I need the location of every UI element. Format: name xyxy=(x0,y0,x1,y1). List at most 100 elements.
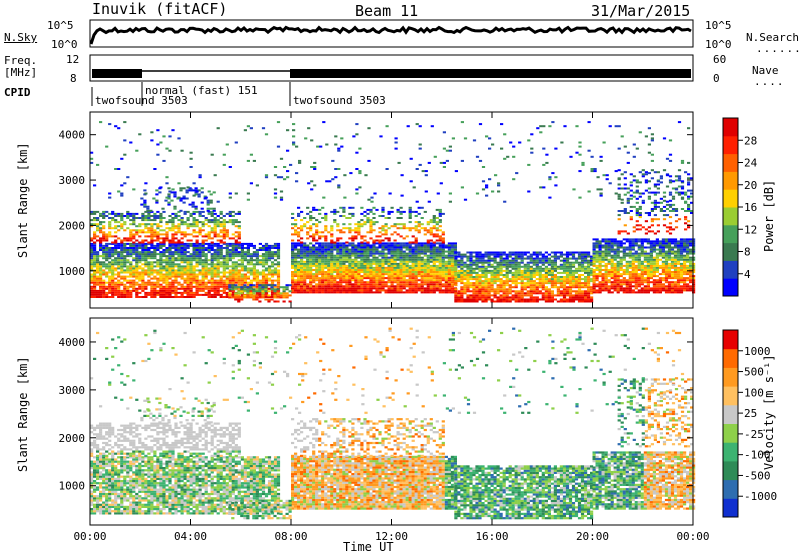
data-cell xyxy=(420,289,424,292)
data-cell xyxy=(450,260,454,263)
data-cell xyxy=(532,298,536,301)
data-cell xyxy=(165,296,169,298)
data-cell xyxy=(360,244,364,247)
data-cell xyxy=(315,264,319,267)
data-cell xyxy=(165,259,169,262)
data-cell xyxy=(150,267,154,270)
data-cell xyxy=(634,273,638,276)
data-cell xyxy=(646,281,650,284)
data-cell xyxy=(234,273,238,276)
data-cell xyxy=(405,260,409,263)
data-cell xyxy=(204,253,208,256)
data-cell xyxy=(454,280,458,283)
data-cell xyxy=(249,273,253,276)
data-cell xyxy=(628,260,632,263)
data-cell xyxy=(475,257,479,260)
data-cell xyxy=(93,219,97,222)
data-cell xyxy=(453,248,457,251)
data-cell xyxy=(619,256,623,259)
data-cell xyxy=(587,253,591,256)
data-cell xyxy=(210,242,214,245)
data-cell xyxy=(240,255,244,258)
data-cell xyxy=(562,294,567,297)
data-cell xyxy=(150,265,154,268)
data-cell xyxy=(631,238,635,241)
data-cell xyxy=(342,269,346,271)
data-cell xyxy=(372,266,376,269)
data-cell xyxy=(396,208,400,211)
data-cell xyxy=(153,281,157,284)
data-cell xyxy=(399,242,403,245)
data-cell xyxy=(499,286,503,289)
data-cell xyxy=(168,293,172,296)
data-cell xyxy=(571,278,576,281)
data-cell xyxy=(264,275,269,278)
data-cell xyxy=(345,269,349,271)
data-cell xyxy=(460,269,464,272)
data-cell xyxy=(417,264,421,267)
data-cell xyxy=(505,269,509,272)
data-cell xyxy=(327,287,331,290)
data-cell xyxy=(267,249,272,251)
data-cell xyxy=(234,261,238,264)
data-cell xyxy=(390,244,394,247)
data-cell xyxy=(363,273,367,276)
data-cell xyxy=(438,279,442,282)
data-cell xyxy=(210,231,214,234)
data-cell xyxy=(153,285,157,288)
data-cell xyxy=(550,292,554,295)
data-cell xyxy=(466,284,470,287)
data-cell xyxy=(469,269,473,272)
data-cell xyxy=(270,271,275,274)
data-cell xyxy=(454,271,458,274)
data-cell xyxy=(646,258,650,261)
data-cell xyxy=(144,257,148,260)
data-cell xyxy=(300,273,304,276)
data-cell xyxy=(255,271,259,274)
data-cell xyxy=(237,241,241,244)
data-cell xyxy=(610,291,614,294)
data-cell xyxy=(444,271,448,273)
data-cell xyxy=(587,251,591,254)
data-cell xyxy=(324,281,328,284)
data-cell xyxy=(207,233,211,236)
data-cell xyxy=(595,254,599,257)
data-cell xyxy=(496,274,500,276)
data-cell xyxy=(171,265,175,268)
data-cell xyxy=(520,261,524,264)
data-cell xyxy=(309,285,313,288)
data-cell xyxy=(204,223,208,226)
data-cell xyxy=(559,292,563,295)
data-cell xyxy=(183,287,187,290)
data-cell xyxy=(590,298,594,301)
data-cell xyxy=(159,244,163,247)
data-cell xyxy=(628,262,632,265)
data-cell xyxy=(123,249,127,251)
data-cell xyxy=(297,215,301,217)
data-cell xyxy=(643,287,647,290)
data-cell xyxy=(348,291,352,294)
data-cell xyxy=(460,286,464,289)
data-cell xyxy=(270,289,275,292)
data-cell xyxy=(444,256,448,259)
data-cell xyxy=(438,289,442,292)
data-cell xyxy=(384,281,388,284)
data-cell xyxy=(351,229,355,232)
data-cell xyxy=(348,260,352,263)
data-cell xyxy=(159,287,163,290)
data-cell xyxy=(562,286,567,289)
data-cell xyxy=(420,277,424,280)
data-cell xyxy=(135,217,139,219)
data-cell xyxy=(577,284,582,287)
data-cell xyxy=(222,255,226,258)
data-cell xyxy=(111,227,115,230)
data-cell xyxy=(225,235,229,238)
data-cell xyxy=(303,254,307,257)
data-cell xyxy=(616,264,620,267)
data-cell xyxy=(450,281,454,284)
data-cell xyxy=(90,285,94,288)
data-cell xyxy=(345,287,349,290)
data-cell xyxy=(114,257,118,260)
data-cell xyxy=(505,294,509,297)
data-cell xyxy=(195,249,199,251)
